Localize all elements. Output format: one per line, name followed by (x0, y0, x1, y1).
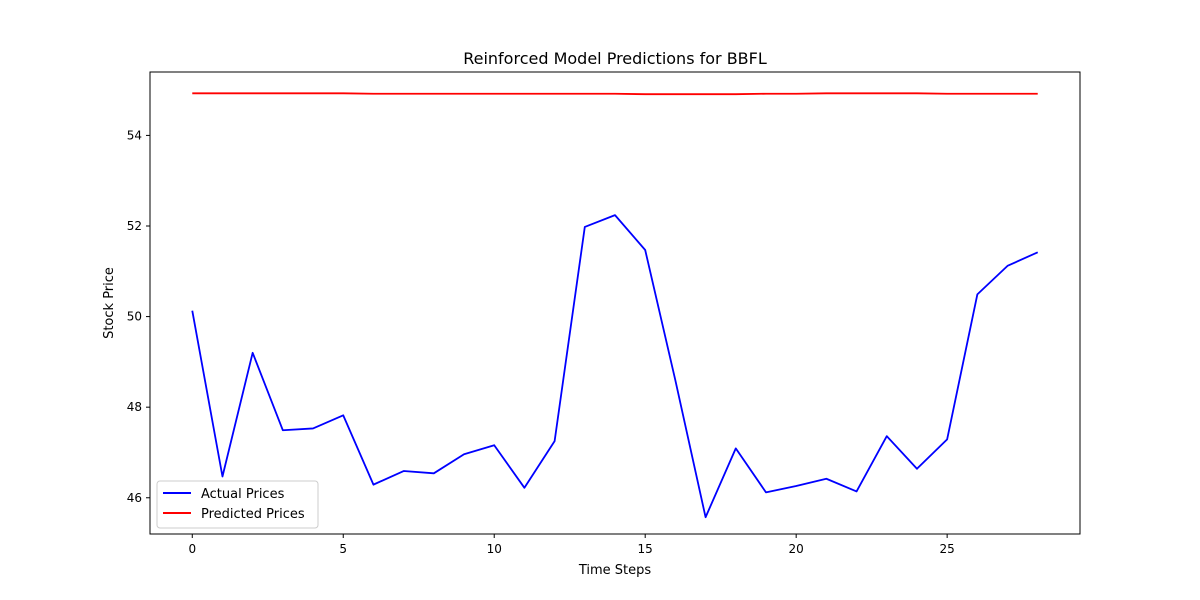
legend: Actual Prices Predicted Prices (156, 480, 319, 529)
y-axis-ticks: 46 48 50 52 54 (127, 128, 150, 505)
y-tick-label: 50 (127, 310, 142, 324)
series-layer (191, 92, 1039, 519)
legend-label-predicted-prices: Predicted Prices (201, 507, 305, 522)
y-tick-label: 54 (127, 128, 142, 142)
x-tick-label: 5 (339, 542, 347, 556)
x-axis-ticks: 0 5 10 15 20 25 (188, 534, 955, 556)
series-line-predicted-prices (192, 92, 1038, 96)
chart-title: Reinforced Model Predictions for BBFL (463, 49, 767, 68)
x-tick-label: 15 (638, 542, 653, 556)
y-tick-label: 46 (127, 491, 142, 505)
x-axis-label: Time Steps (578, 563, 652, 578)
y-tick-label: 48 (127, 400, 142, 414)
x-tick-label: 10 (487, 542, 502, 556)
legend-box (156, 480, 319, 529)
y-axis-label: Stock Price (102, 267, 117, 339)
y-tick-label: 52 (127, 219, 142, 233)
legend-label-actual-prices: Actual Prices (201, 487, 285, 502)
plot-area-frame (149, 71, 1081, 535)
series-line-actual-prices (191, 214, 1039, 519)
x-tick-label: 0 (188, 542, 196, 556)
x-tick-label: 25 (940, 542, 955, 556)
x-tick-label: 20 (789, 542, 804, 556)
